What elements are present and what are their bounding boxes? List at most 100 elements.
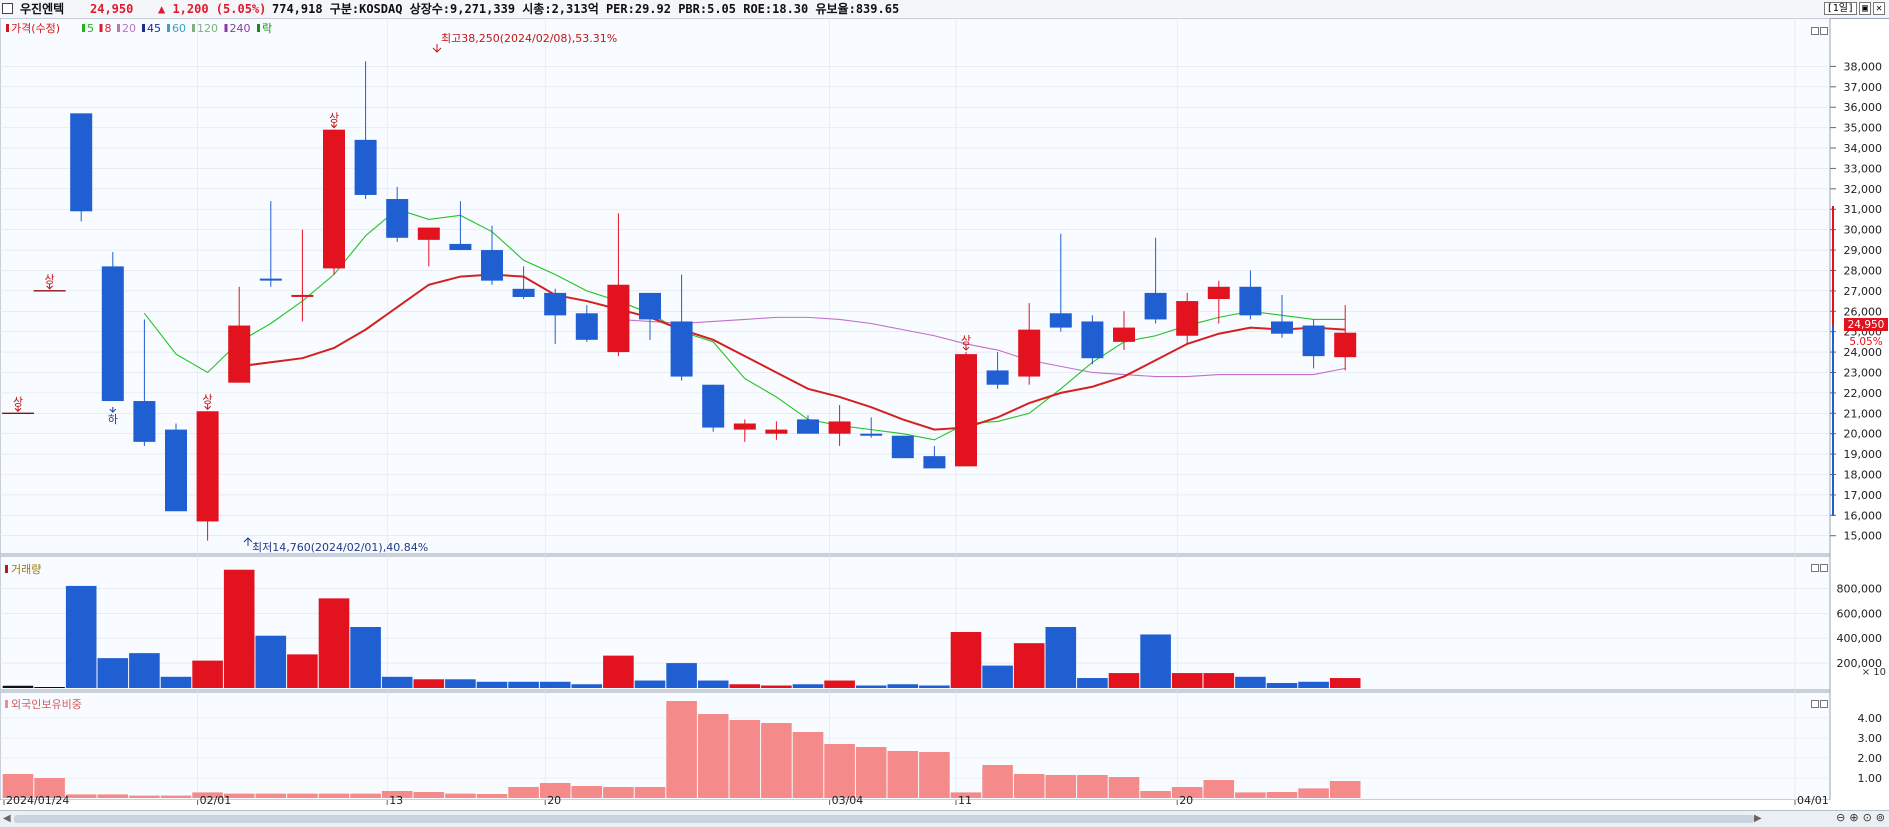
candle[interactable] xyxy=(860,417,883,438)
candle[interactable] xyxy=(733,419,756,442)
up-range-bar xyxy=(1832,206,1834,326)
candle[interactable] xyxy=(354,61,377,200)
scroll-thumb[interactable] xyxy=(14,815,1754,823)
foreign-ratio-bar xyxy=(761,723,792,798)
candle[interactable] xyxy=(228,286,251,383)
current-price: 24,950 xyxy=(90,2,134,16)
candle[interactable] xyxy=(386,186,409,242)
legend-item[interactable]: 240 xyxy=(230,22,251,35)
candle[interactable] xyxy=(575,305,598,342)
select-checkbox[interactable] xyxy=(2,3,13,14)
legend-item[interactable]: 45 xyxy=(147,22,161,35)
zoom-fit-icon[interactable]: ⊚ xyxy=(1875,811,1885,824)
foreign-ratio-bar xyxy=(160,795,192,798)
price-tick-label: 22,000 xyxy=(1844,387,1883,400)
volume-tick-label: 600,000 xyxy=(1837,607,1883,620)
price-panel xyxy=(0,18,1831,555)
candle[interactable] xyxy=(481,225,503,285)
candle-body xyxy=(1081,321,1104,359)
candle[interactable] xyxy=(165,423,187,512)
candle[interactable] xyxy=(1334,305,1357,371)
zoom-out-icon[interactable]: ⊖ xyxy=(1836,811,1846,824)
volume-bar xyxy=(603,655,634,688)
legend-item[interactable]: 8 xyxy=(105,22,112,35)
foreign-ratio-bar xyxy=(1171,787,1203,798)
legend-item[interactable]: 락 xyxy=(262,22,272,35)
foreign-ratio-bar xyxy=(192,792,223,798)
price-panel-controls[interactable] xyxy=(1810,20,1828,35)
legend-item[interactable]: 60 xyxy=(172,22,186,35)
high-annotation: 최고38,250(2024/02/08),53.31% xyxy=(432,32,617,53)
candle-body xyxy=(228,325,251,383)
candle[interactable] xyxy=(607,213,630,357)
scroll-right-icon[interactable]: ▶ xyxy=(1754,813,1762,824)
zoom-in-icon[interactable]: ⊕ xyxy=(1849,811,1859,824)
candle[interactable] xyxy=(891,435,914,459)
candle[interactable] xyxy=(1081,315,1104,365)
candle[interactable] xyxy=(1302,319,1325,369)
scroll-left-icon[interactable]: ◀ xyxy=(3,813,11,824)
candle[interactable] xyxy=(1176,292,1199,344)
candle[interactable] xyxy=(1207,280,1230,324)
legend-item[interactable]: 가격(수정) xyxy=(11,22,60,35)
candle[interactable]: 상 xyxy=(2,395,34,414)
legend-item[interactable]: 5 xyxy=(87,22,94,35)
candle[interactable] xyxy=(828,405,851,446)
candle[interactable] xyxy=(670,274,693,381)
candle[interactable] xyxy=(1049,233,1072,332)
candle[interactable] xyxy=(1018,303,1041,385)
foreign-ratio-bars xyxy=(2,701,1361,798)
candle[interactable] xyxy=(70,113,93,222)
candle[interactable] xyxy=(765,421,788,440)
candle[interactable] xyxy=(1239,270,1262,320)
period-button[interactable]: [1일] xyxy=(1823,2,1857,15)
limit-mark: 하 xyxy=(108,412,118,426)
candle[interactable] xyxy=(291,229,314,322)
down-range-bar xyxy=(1832,326,1834,516)
candle[interactable] xyxy=(702,384,725,432)
price-tick-label: 36,000 xyxy=(1844,101,1883,114)
candle-body xyxy=(733,423,756,430)
legend-item[interactable]: 20 xyxy=(122,22,136,35)
candle[interactable] xyxy=(259,201,282,287)
candle-body xyxy=(70,113,93,212)
candle[interactable]: 상 xyxy=(196,393,219,541)
candle[interactable] xyxy=(417,227,440,267)
price-tick-label: 18,000 xyxy=(1844,469,1883,482)
volume-bar xyxy=(1013,643,1045,688)
foreign-ratio-bar xyxy=(476,794,508,798)
foreign-panel-controls[interactable] xyxy=(1810,693,1828,708)
candle[interactable] xyxy=(1113,311,1135,351)
candle-body xyxy=(828,421,851,434)
close-button[interactable]: ✕ xyxy=(1872,2,1885,15)
restore-button[interactable]: ▣ xyxy=(1858,2,1871,15)
candle[interactable] xyxy=(639,292,661,340)
candle[interactable]: 상 xyxy=(33,273,66,292)
volume-panel-controls[interactable] xyxy=(1810,557,1828,572)
legend-item[interactable]: 120 xyxy=(197,22,218,35)
legend-swatch xyxy=(192,24,195,32)
candle-body xyxy=(1144,292,1167,320)
candle-body xyxy=(1207,286,1230,300)
volume-bar xyxy=(255,635,287,688)
candle[interactable] xyxy=(986,352,1009,389)
candle-body xyxy=(986,370,1009,385)
stock-name[interactable]: 우진엔텍 xyxy=(20,2,65,16)
horizontal-scrollbar[interactable]: ◀ ▶ ⊖ ⊕ ⊙ ⊚ xyxy=(0,810,1889,827)
date-label: 03/04 xyxy=(832,794,864,807)
candle[interactable] xyxy=(133,319,156,446)
candle[interactable] xyxy=(544,288,567,344)
zoom-reset-icon[interactable]: ⊙ xyxy=(1862,811,1872,824)
candle[interactable] xyxy=(923,445,946,469)
candle[interactable] xyxy=(1144,237,1167,324)
volume-bar xyxy=(1329,678,1361,688)
date-label: 04/01 xyxy=(1797,794,1829,807)
candle[interactable] xyxy=(512,266,535,300)
candle[interactable] xyxy=(1271,294,1293,338)
candle[interactable]: 상 xyxy=(955,334,977,467)
candle[interactable] xyxy=(797,415,819,434)
candle[interactable]: 하 xyxy=(101,252,124,426)
candle[interactable] xyxy=(449,201,472,251)
candle[interactable]: 상 xyxy=(323,112,345,275)
